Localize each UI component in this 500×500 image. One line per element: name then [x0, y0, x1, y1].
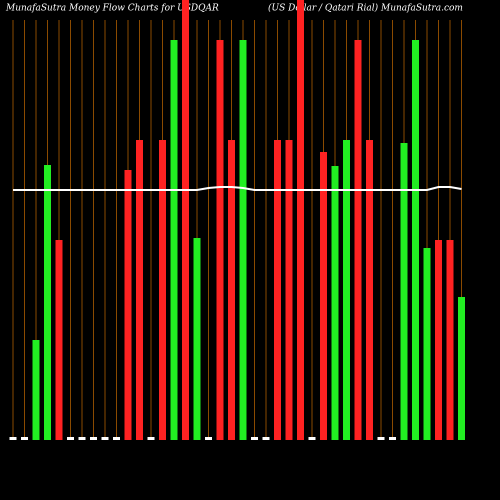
bar — [412, 40, 419, 440]
bar — [400, 143, 408, 440]
bar — [216, 40, 224, 440]
bar — [423, 248, 431, 440]
bar — [124, 170, 132, 440]
bar — [308, 437, 316, 440]
chart-subtitle: (US Dollar / Qatari Rial) MunafaSutra.co… — [268, 3, 463, 14]
bar — [320, 152, 327, 440]
plot — [9, 0, 465, 440]
money-flow-line — [13, 186, 462, 191]
bar — [228, 140, 235, 440]
bar — [274, 140, 281, 440]
bar — [239, 40, 247, 440]
bar — [101, 437, 109, 440]
bar — [343, 140, 350, 440]
bar — [297, 0, 304, 440]
bar — [67, 437, 74, 440]
bar — [435, 240, 442, 440]
bar — [21, 437, 28, 440]
bar — [182, 0, 189, 440]
bar — [78, 437, 86, 440]
bar — [458, 297, 465, 440]
bar — [331, 166, 339, 440]
bar — [446, 240, 454, 440]
bar — [366, 140, 373, 440]
bar — [389, 437, 396, 440]
bar — [251, 437, 258, 440]
bar — [55, 240, 63, 440]
bar — [193, 238, 201, 440]
bar — [113, 437, 120, 440]
bar — [90, 437, 97, 440]
bar — [147, 437, 155, 440]
bar — [136, 140, 143, 440]
bar — [205, 437, 212, 440]
bar — [159, 140, 166, 440]
bar — [354, 40, 362, 440]
bar — [32, 340, 40, 440]
bar — [262, 437, 270, 440]
chart-title: MunafaSutra Money Flow Charts for USDQAR — [5, 4, 219, 14]
bar — [9, 437, 17, 440]
bar — [377, 437, 385, 440]
bar — [44, 165, 51, 440]
bar — [170, 40, 178, 440]
bar — [285, 140, 293, 440]
